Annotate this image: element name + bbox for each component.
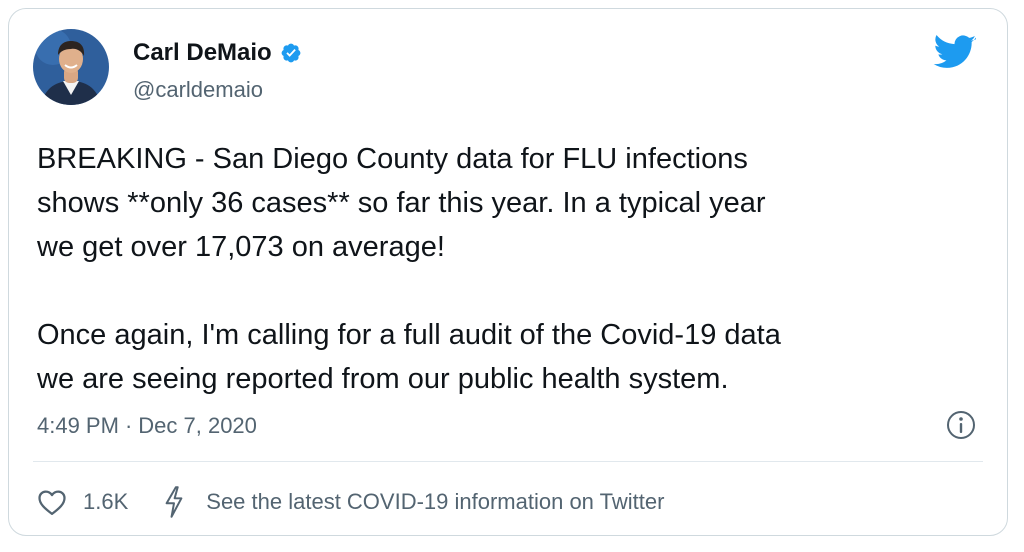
- like-button[interactable]: 1.6K: [37, 488, 128, 516]
- like-count: 1.6K: [83, 489, 129, 514]
- tweet-date: Dec 7, 2020: [138, 413, 257, 438]
- lightning-icon: [165, 486, 183, 518]
- tweet-text: BREAKING - San Diego County data for FLU…: [37, 143, 781, 395]
- author-name-text: Carl DeMaio: [133, 39, 272, 66]
- avatar-portrait: [33, 29, 109, 105]
- tweet-timestamp[interactable]: 4:49 PM · Dec 7, 2020: [37, 413, 257, 439]
- tweet-time: 4:49 PM: [37, 413, 119, 438]
- author-name[interactable]: Carl DeMaio: [133, 39, 302, 67]
- meta-separator: ·: [124, 413, 133, 438]
- divider: [33, 461, 983, 462]
- author-handle[interactable]: @carldemaio: [133, 77, 263, 102]
- tweet-actions: 1.6K See the latest COVID-19 information…: [37, 482, 664, 522]
- author-avatar[interactable]: [33, 29, 109, 105]
- heart-icon: [38, 490, 66, 515]
- covid-info-text: See the latest COVID-19 information on T…: [206, 489, 665, 514]
- verified-badge-icon: [281, 43, 301, 63]
- covid-info-link[interactable]: See the latest COVID-19 information on T…: [162, 486, 664, 518]
- info-icon[interactable]: [945, 409, 977, 441]
- twitter-bird-icon[interactable]: [933, 35, 977, 71]
- tweet-card[interactable]: Carl DeMaio @carldemaio BREAKING - San D…: [8, 8, 1008, 536]
